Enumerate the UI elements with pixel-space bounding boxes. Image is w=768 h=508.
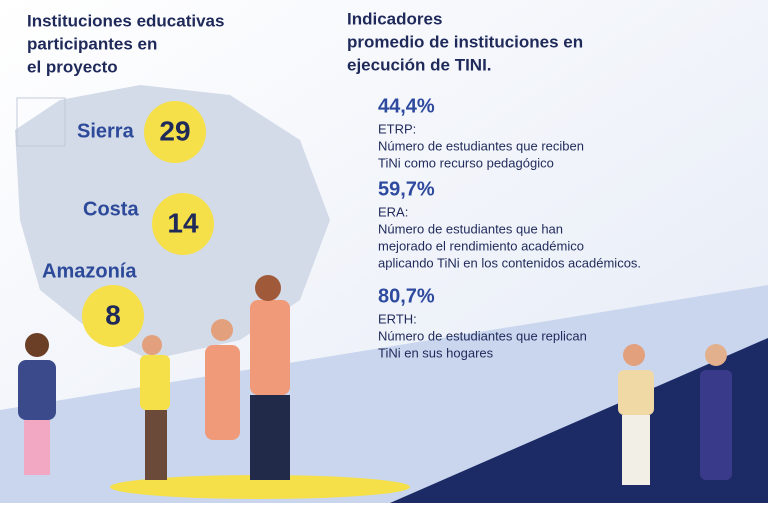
- region-count: 8: [105, 299, 121, 330]
- right-title: ejecución de TINI.: [347, 55, 492, 74]
- region-name: Amazonía: [42, 260, 137, 282]
- region-name: Sierra: [77, 120, 135, 142]
- count-circle: [144, 101, 206, 163]
- region-count: 29: [159, 115, 190, 146]
- left-title: Instituciones educativas: [27, 11, 224, 30]
- indicator-description: Número de estudiantes que replican: [378, 328, 587, 343]
- indicator-code: ERA:: [378, 204, 408, 219]
- dark-band: [390, 338, 768, 503]
- indicator-code: ETRP:: [378, 121, 416, 136]
- region-name: Costa: [83, 198, 139, 220]
- floor-spot: [110, 475, 410, 499]
- map-inset: [16, 97, 66, 147]
- indicator-description: Número de estudiantes que han: [378, 221, 563, 236]
- region-count: 14: [167, 207, 199, 238]
- count-circle: [82, 285, 144, 347]
- right-title: Indicadores: [347, 9, 442, 28]
- people: [18, 275, 732, 485]
- indicator-description: Número de estudiantes que reciben: [378, 138, 584, 153]
- left-title: participantes en: [27, 34, 157, 53]
- indicator-description: TiNi como recurso pedagógico: [378, 155, 554, 170]
- indicator-percent: 80,7%: [378, 285, 435, 307]
- indicator-description: TiNi en sus hogares: [378, 345, 494, 360]
- count-circle: [152, 193, 214, 255]
- right-title: promedio de instituciones en: [347, 32, 583, 51]
- indicator-percent: 44,4%: [378, 95, 435, 117]
- indicator-percent: 59,7%: [378, 178, 435, 200]
- indicator-description: aplicando TiNi en los contenidos académi…: [378, 255, 641, 270]
- indicator-description: mejorado el rendimiento académico: [378, 238, 584, 253]
- left-title: el proyecto: [27, 57, 118, 76]
- indicator-code: ERTH:: [378, 311, 417, 326]
